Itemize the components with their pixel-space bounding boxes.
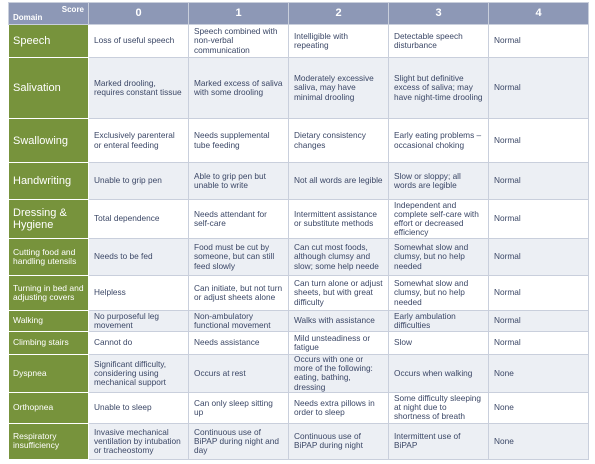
domain-cell: Dressing & Hygiene xyxy=(8,199,89,239)
score-cell: Unable to grip pen xyxy=(88,162,189,200)
score-cell: Independent and complete self-care with … xyxy=(388,199,489,239)
score-cell: Helpless xyxy=(88,275,189,311)
score-cell: Intermittent assistance or substitute me… xyxy=(288,199,389,239)
score-cell: Non-ambulatory functional movement xyxy=(188,310,289,332)
table-row: Salivation Marked drooling, requires cons… xyxy=(8,57,589,119)
table-row: Walking No purposeful leg movement Non-amb… xyxy=(8,310,589,332)
score-cell: Early eating problems – occasional choki… xyxy=(388,118,489,163)
table-row: Swallowing Exclusively parenteral or ente… xyxy=(8,118,589,163)
score-cell: None xyxy=(488,422,589,460)
score-cell: Can turn alone or adjust sheets, but wit… xyxy=(288,275,389,311)
score-cell: Continuous use of BiPAP during night xyxy=(288,422,389,460)
domain-cell: Speech xyxy=(8,24,89,58)
corner-cell: Score Domain xyxy=(8,2,89,25)
score-label: Score xyxy=(61,5,84,14)
score-cell: Can only sleep sitting up xyxy=(188,391,289,424)
domain-cell: Orthopnea xyxy=(8,391,89,424)
score-cell: Normal xyxy=(488,118,589,163)
column-header: 4 xyxy=(488,2,589,25)
score-cell: Food must be cut by someone, but can sti… xyxy=(188,238,289,276)
score-cell: Needs assistance xyxy=(188,331,289,355)
table-row: Climbing stairs Cannot do Needs assistance… xyxy=(8,331,589,355)
table-row: Dyspnea Significant difficulty, consideri… xyxy=(8,354,589,393)
score-cell: Normal xyxy=(488,57,589,119)
score-cell: Occurs with one or more of the following… xyxy=(288,354,389,393)
score-cell: No purposeful leg movement xyxy=(88,310,189,332)
table-body: Speech Loss of useful speech Speech combin… xyxy=(8,24,589,460)
score-cell: Normal xyxy=(488,24,589,58)
score-cell: Intermittent use of BiPAP xyxy=(388,422,489,460)
column-header: 3 xyxy=(388,2,489,25)
score-cell: Not all words are legible xyxy=(288,162,389,200)
domain-cell: Salivation xyxy=(8,57,89,119)
table-row: Handwriting Unable to grip pen Able to gri… xyxy=(8,162,589,200)
domain-cell: Handwriting xyxy=(8,162,89,200)
score-cell: Loss of useful speech xyxy=(88,24,189,58)
score-cell: None xyxy=(488,354,589,393)
score-cell: Detectable speech disturbance xyxy=(388,24,489,58)
score-cell: Some difficulty sleeping at night due to… xyxy=(388,391,489,424)
score-cell: Total dependence xyxy=(88,199,189,239)
table-row: Turning in bed and adjusting covers Helpl… xyxy=(8,275,589,311)
score-cell: Moderately excessive saliva, may have mi… xyxy=(288,57,389,119)
score-cell: Slow or sloppy; all words are legible xyxy=(388,162,489,200)
table-row: Dressing & Hygiene Total dependence Needs … xyxy=(8,199,589,239)
score-cell: Normal xyxy=(488,162,589,200)
score-cell: Occurs when walking xyxy=(388,354,489,393)
score-cell: Cannot do xyxy=(88,331,189,355)
score-cell: Intelligible with repeating xyxy=(288,24,389,58)
score-cell: Slight but definitive excess of saliva; … xyxy=(388,57,489,119)
domain-label: Domain xyxy=(13,12,43,22)
score-cell: Marked excess of saliva with some drooli… xyxy=(188,57,289,119)
score-cell: Unable to sleep xyxy=(88,391,189,424)
score-cell: Somewhat slow and clumsy, but no help ne… xyxy=(388,238,489,276)
score-cell: Needs attendant for self-care xyxy=(188,199,289,239)
column-header: 1 xyxy=(188,2,289,25)
score-cell: Can cut most foods, although clumsy and … xyxy=(288,238,389,276)
table-row: Speech Loss of useful speech Speech combin… xyxy=(8,24,589,58)
score-cell: Exclusively parenteral or enteral feedin… xyxy=(88,118,189,163)
score-cell: Invasive mechanical ventilation by intub… xyxy=(88,422,189,460)
table-row: Cutting food and handling utensils Needs … xyxy=(8,238,589,276)
domain-cell: Climbing stairs xyxy=(8,331,89,355)
score-cell: Somewhat slow and clumsy, but no help ne… xyxy=(388,275,489,311)
column-header: 2 xyxy=(288,2,389,25)
score-cell: Normal xyxy=(488,275,589,311)
score-cell: Mild unsteadiness or fatigue xyxy=(288,331,389,355)
score-cell: Walks with assistance xyxy=(288,310,389,332)
score-cell: Slow xyxy=(388,331,489,355)
score-cell: Occurs at rest xyxy=(188,354,289,393)
score-cell: Marked drooling, requires constant tissu… xyxy=(88,57,189,119)
score-cell: Speech combined with non-verbal communic… xyxy=(188,24,289,58)
score-cell: Continuous use of BiPAP during night and… xyxy=(188,422,289,460)
score-cell: Normal xyxy=(488,199,589,239)
score-cell: Normal xyxy=(488,238,589,276)
score-cell: Significant difficulty, considering usin… xyxy=(88,354,189,393)
table-row: Respiratory insufficiency Invasive mechan… xyxy=(8,422,589,460)
score-cell: Early ambulation difficulties xyxy=(388,310,489,332)
table-row: Orthopnea Unable to sleep Can only sleep s… xyxy=(8,391,589,424)
score-cell: Dietary consistency changes xyxy=(288,118,389,163)
score-cell: Needs extra pillows in order to sleep xyxy=(288,391,389,424)
score-cell: Normal xyxy=(488,310,589,332)
score-cell: None xyxy=(488,391,589,424)
domain-cell: Cutting food and handling utensils xyxy=(8,238,89,276)
domain-cell: Turning in bed and adjusting covers xyxy=(8,275,89,311)
score-cell: Can initiate, but not turn or adjust she… xyxy=(188,275,289,311)
score-cell: Normal xyxy=(488,331,589,355)
domain-cell: Respiratory insufficiency xyxy=(8,422,89,460)
column-header: 0 xyxy=(88,2,189,25)
score-cell: Needs to be fed xyxy=(88,238,189,276)
domain-cell: Walking xyxy=(8,310,89,332)
score-cell: Needs supplemental tube feeding xyxy=(188,118,289,163)
score-cell: Able to grip pen but unable to write xyxy=(188,162,289,200)
domain-cell: Dyspnea xyxy=(8,354,89,393)
domain-cell: Swallowing xyxy=(8,118,89,163)
